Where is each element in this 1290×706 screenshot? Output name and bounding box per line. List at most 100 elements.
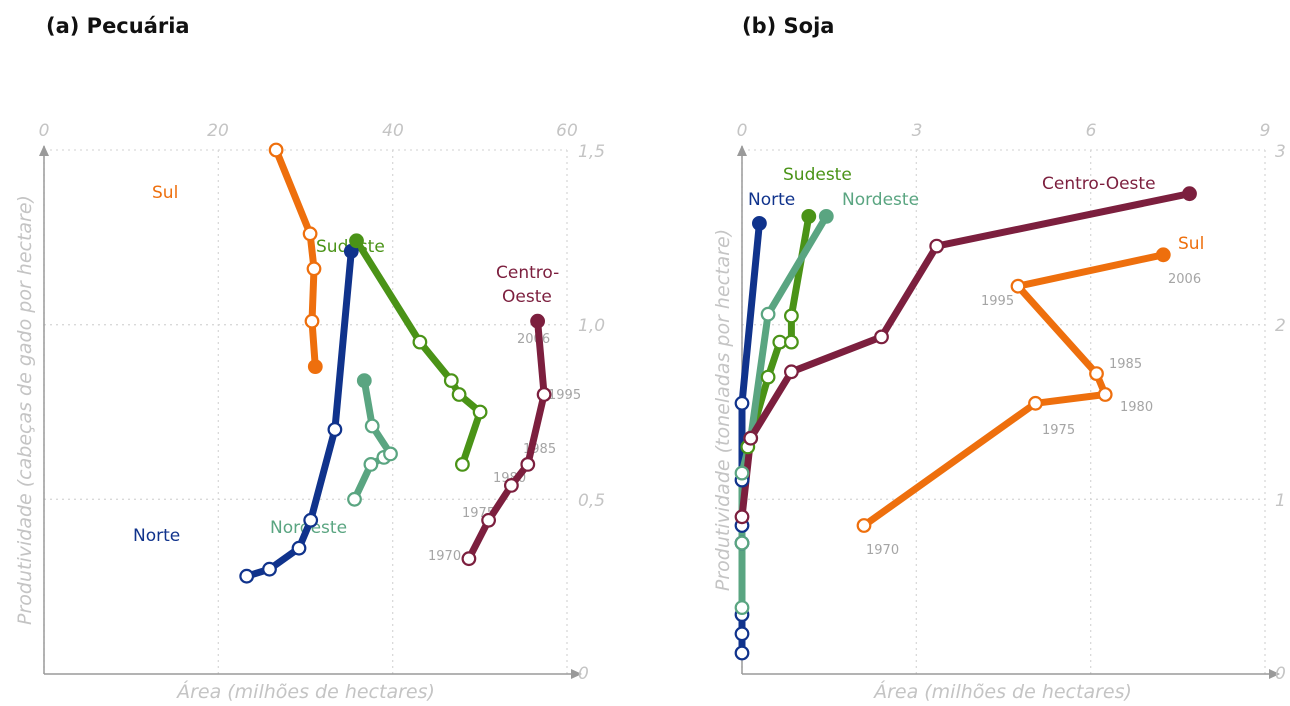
a-ytick-2: 1,0: [578, 316, 605, 336]
b-point-nordeste-2: [734, 465, 750, 481]
a-xtick-2: 40: [382, 121, 404, 141]
a-year-label-1970: 1970: [428, 549, 461, 564]
a-point-norte-3: [303, 512, 319, 528]
b-ytick-2: 2: [1275, 316, 1286, 336]
b-point-centro-oeste-2: [784, 364, 799, 380]
b-point-sul-3: [1089, 366, 1104, 382]
a-point-nordeste-1: [363, 457, 379, 472]
a-y-axis-label: Produtividade (cabeças de gado por hecta…: [14, 195, 36, 625]
a-series-line-sudeste: [353, 237, 484, 468]
b-year-label-2006: 2006: [1168, 272, 1201, 287]
b-series-label-centro-oeste: Centro-Oeste: [1042, 174, 1156, 194]
b-series-label-nordeste: Nordeste: [842, 190, 919, 210]
b-point-centro-oeste-5: [1182, 186, 1197, 202]
b-year-label-1980: 1980: [1120, 400, 1153, 415]
a-point-sudeste-0: [455, 457, 470, 472]
a-point-nordeste-0: [347, 491, 362, 507]
b-point-nordeste-0: [734, 600, 750, 615]
a-point-sul-4: [307, 359, 323, 375]
a-xtick-3: 60: [556, 121, 578, 141]
a-point-sul-1: [302, 226, 318, 242]
a-point-sudeste-4: [412, 334, 428, 350]
b-ytick-1: 1: [1275, 491, 1286, 511]
b-point-norte-1: [734, 626, 750, 642]
b-xtick-3: 9: [1260, 121, 1271, 141]
a-point-nordeste-3: [383, 446, 398, 462]
a-point-sudeste-3: [443, 373, 459, 389]
b-point-nordeste-5: [818, 208, 834, 224]
a-x-axis-arrow: [571, 669, 582, 679]
b-point-norte-6: [734, 395, 750, 411]
a-point-centro-oeste-5: [530, 313, 545, 329]
a-point-sudeste-1: [472, 404, 488, 420]
a-point-sul-2: [306, 261, 322, 277]
a-point-sudeste-5: [349, 233, 364, 249]
a-series-line-nordeste: [351, 377, 394, 503]
b-series-label-sul: Sul: [1178, 234, 1204, 254]
b-point-norte-7: [752, 215, 767, 231]
b-x-axis-arrow: [1269, 669, 1280, 679]
b-series-label-sudeste: Sudeste: [783, 165, 852, 185]
b-point-sudeste-4: [784, 308, 799, 324]
b-ytick-0: 0: [1275, 664, 1286, 684]
a-point-norte-4: [327, 422, 343, 437]
b-year-label-1975: 1975: [1042, 423, 1075, 438]
a-point-sudeste-2: [451, 387, 467, 402]
a-series-label-sul: Sul: [152, 183, 178, 203]
a-point-norte-0: [239, 568, 255, 584]
a-point-centro-oeste-2: [504, 478, 519, 493]
b-point-sudeste-3: [784, 334, 799, 350]
b-xtick-1: 3: [912, 121, 923, 141]
b-xtick-2: 6: [1086, 121, 1097, 141]
a-series-line-sul: [272, 146, 319, 371]
a-point-sul-3: [304, 313, 320, 329]
b-point-sudeste-1: [760, 369, 776, 385]
panel-title-pecuaria: (a) Pecuária: [46, 14, 190, 38]
b-point-nordeste-1: [734, 535, 750, 551]
a-ytick-1: 0,5: [578, 491, 605, 511]
a-xtick-0: 0: [39, 121, 50, 141]
b-point-sul-0: [856, 518, 872, 533]
a-ytick-0: 0: [578, 664, 589, 684]
b-point-sul-2: [1097, 387, 1113, 402]
b-y-axis-arrow: [737, 145, 747, 156]
a-y-axis-arrow: [39, 145, 49, 156]
panel-title-soja: (b) Soja: [742, 14, 835, 38]
b-point-centro-oeste-1: [743, 430, 759, 446]
b-year-label-1995: 1995: [981, 294, 1014, 309]
b-point-sudeste-5: [801, 208, 817, 224]
b-series-line-sul: [860, 251, 1167, 529]
b-series-label-norte: Norte: [748, 190, 795, 210]
b-point-centro-oeste-0: [734, 509, 750, 525]
a-point-nordeste-5: [356, 373, 372, 389]
b-point-norte-0: [734, 645, 750, 661]
a-series-line-centro-oeste: [465, 317, 548, 563]
b-point-centro-oeste-4: [929, 238, 945, 254]
b-year-label-1985: 1985: [1109, 357, 1142, 372]
a-point-centro-oeste-3: [520, 457, 536, 472]
a-year-label-1995: 1995: [548, 388, 581, 403]
b-point-centro-oeste-3: [874, 329, 889, 345]
a-point-centro-oeste-1: [481, 512, 497, 528]
b-point-sul-5: [1155, 247, 1171, 263]
a-point-centro-oeste-4: [536, 387, 552, 402]
b-point-nordeste-4: [760, 306, 776, 322]
a-series-label-norte: Norte: [133, 526, 180, 546]
b-year-label-1970: 1970: [866, 543, 899, 558]
a-series-label-centro: Centro-: [496, 263, 559, 283]
a-point-centro-oeste-0: [461, 551, 477, 567]
b-point-sul-1: [1028, 395, 1043, 411]
b-y-axis-label: Produtividade (toneladas por hectare): [712, 229, 734, 591]
a-point-norte-2: [291, 540, 307, 556]
a-year-label-2006: 2006: [517, 332, 550, 347]
b-x-axis-label: Área (milhões de hectares): [872, 680, 1132, 703]
b-ytick-3: 3: [1275, 142, 1286, 162]
a-point-norte-1: [262, 561, 277, 577]
a-ytick-3: 1,5: [578, 142, 605, 162]
a-point-nordeste-4: [364, 418, 380, 434]
a-xtick-1: 20: [207, 121, 229, 141]
a-point-sul-0: [268, 142, 284, 158]
b-point-sul-4: [1010, 278, 1026, 294]
a-series-label-oeste: Oeste: [502, 287, 552, 307]
